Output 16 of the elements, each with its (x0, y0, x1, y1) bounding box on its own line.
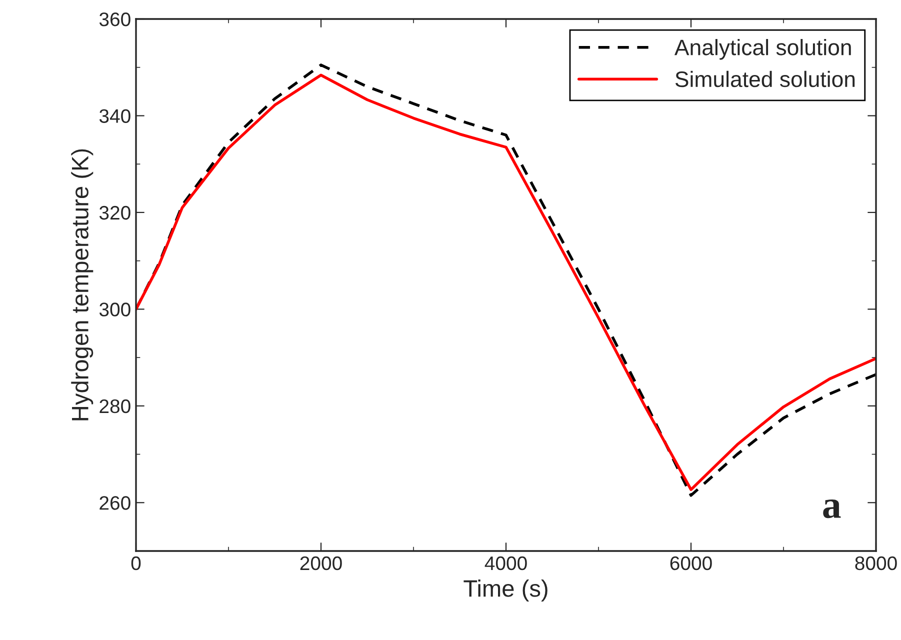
y-tick-label: 260 (100, 496, 130, 510)
x-tick-label: 4000 (484, 556, 527, 570)
x-axis-title: Time (s) (464, 580, 548, 602)
x-tick-label: 2000 (300, 556, 342, 570)
x-tick-label: 8000 (855, 556, 897, 570)
y-tick-label: 320 (99, 206, 130, 220)
x-tick-label: 6000 (670, 556, 712, 570)
y-tick-label: 340 (99, 109, 130, 123)
x-tick-label: 0 (131, 556, 141, 570)
legend-label: Analytical solution (674, 39, 851, 60)
y-axis-title: Hydrogen temperature (K) (71, 149, 94, 420)
legend-label: Simulated solution (675, 70, 855, 88)
annotation: a (823, 500, 841, 518)
y-tick-label: 280 (100, 399, 130, 414)
y-tick-label: 300 (99, 302, 130, 316)
y-tick-label: 360 (99, 12, 130, 26)
